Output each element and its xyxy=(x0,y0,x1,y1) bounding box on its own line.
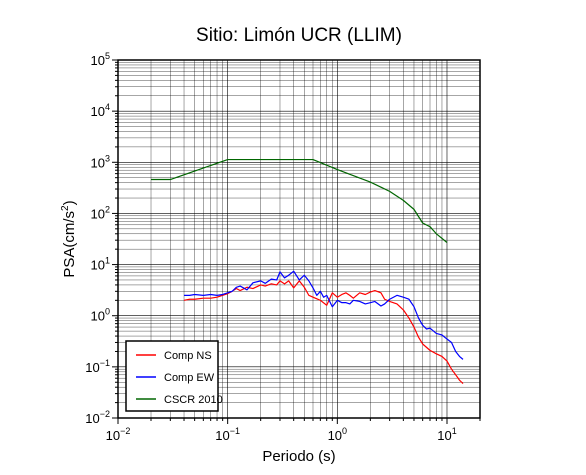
series-layer xyxy=(151,158,464,385)
y-axis-title-main: PSA(cm/s xyxy=(61,211,78,278)
y-tick-label: 101 xyxy=(91,256,110,273)
series-line-3 xyxy=(151,158,448,243)
y-axis-title-close: ) xyxy=(61,200,78,205)
plot-frame xyxy=(117,59,481,419)
legend-label: Comp EW xyxy=(164,372,215,384)
x-tick-label: 100 xyxy=(328,426,347,443)
chart-title: Sitio: Limón UCR (LLIM) xyxy=(196,25,402,46)
y-tick-label: 102 xyxy=(91,204,110,221)
series-line-1 xyxy=(183,280,464,385)
y-axis-title-sup: 2 xyxy=(60,205,71,211)
x-axis-title: Periodo (s) xyxy=(262,448,335,465)
x-tick-label: 10−2 xyxy=(106,426,131,443)
y-tick-label: 103 xyxy=(91,153,110,170)
x-tick-label: 10−1 xyxy=(215,426,240,443)
y-tick-label: 10−1 xyxy=(85,358,110,375)
y-tick-label: 10−2 xyxy=(85,409,110,426)
legend-label: CSCR 2010 xyxy=(164,394,223,406)
y-tick-label: 104 xyxy=(91,102,110,119)
y-axis-title: PSA(cm/s2) xyxy=(60,200,78,277)
legend-label: Comp NS xyxy=(164,350,212,362)
grid xyxy=(117,59,481,419)
series-line-2 xyxy=(184,270,464,360)
y-tick-label: 105 xyxy=(91,51,110,68)
tick-marks xyxy=(112,59,481,424)
y-tick-labels: 10−2 10−1 100 101 102 103 104 105 xyxy=(85,51,110,426)
legend: Comp NS Comp EW CSCR 2010 xyxy=(125,340,223,412)
x-tick-labels: 10−2 10−1 100 101 xyxy=(106,426,457,443)
y-tick-label: 100 xyxy=(91,307,110,324)
x-tick-label: 101 xyxy=(437,426,456,443)
